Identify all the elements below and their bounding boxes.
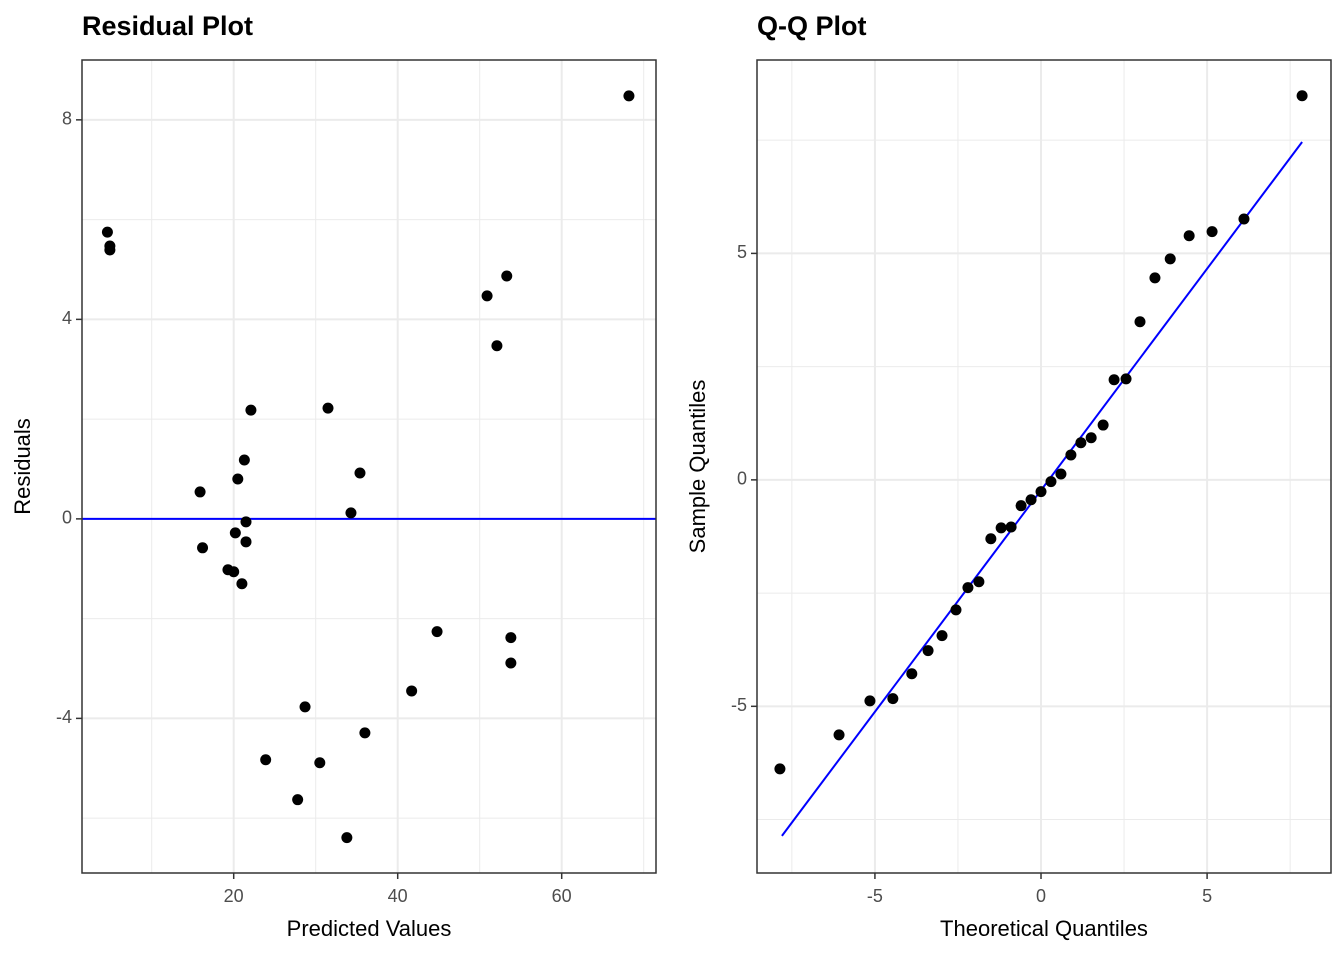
point — [1206, 226, 1218, 238]
x-tick-label: 60 — [552, 886, 572, 906]
point — [260, 754, 272, 766]
point — [623, 90, 635, 102]
point — [1238, 213, 1250, 225]
panel-background — [82, 60, 656, 873]
point — [505, 632, 517, 644]
point — [1055, 468, 1067, 480]
point — [1164, 253, 1176, 265]
panel-border — [81, 59, 657, 874]
point — [1097, 419, 1109, 431]
point — [238, 454, 250, 466]
point — [973, 576, 985, 588]
point — [1085, 432, 1097, 444]
point — [236, 578, 248, 590]
point — [322, 402, 334, 414]
y-tick-label: 0 — [62, 508, 72, 528]
point — [501, 270, 513, 282]
point — [1075, 437, 1087, 449]
point — [104, 244, 116, 256]
point — [906, 668, 918, 680]
panel-border — [756, 59, 1332, 874]
point — [194, 486, 206, 498]
point — [1120, 373, 1132, 385]
point — [1045, 476, 1057, 488]
point — [229, 527, 241, 539]
point — [359, 727, 371, 739]
point — [481, 290, 493, 302]
point — [1005, 521, 1017, 533]
point — [962, 582, 974, 594]
point — [406, 685, 418, 697]
point — [833, 729, 845, 741]
point — [1149, 272, 1161, 284]
point — [922, 645, 934, 657]
y-tick-label: 8 — [62, 109, 72, 129]
point — [864, 695, 876, 707]
x-tick-label: 0 — [1036, 886, 1046, 906]
x-axis-label: Predicted Values — [287, 916, 452, 941]
point — [354, 467, 366, 479]
point — [1108, 374, 1120, 386]
point — [936, 630, 948, 642]
point — [1134, 316, 1146, 328]
y-tick-label: -5 — [731, 695, 747, 715]
point — [240, 516, 252, 528]
chart-title: Residual Plot — [82, 11, 253, 41]
point — [228, 566, 240, 578]
x-tick-label: 20 — [224, 886, 244, 906]
point — [950, 604, 962, 616]
x-tick-label: 40 — [388, 886, 408, 906]
y-tick-label: -4 — [56, 707, 72, 727]
x-tick-label: 5 — [1202, 886, 1212, 906]
point — [245, 404, 257, 416]
point — [197, 542, 209, 554]
point — [232, 473, 244, 485]
y-tick-label: 0 — [737, 469, 747, 489]
point — [101, 226, 113, 238]
point — [240, 536, 252, 548]
point — [292, 794, 304, 806]
y-tick-label: 5 — [737, 242, 747, 262]
chart-title: Q-Q Plot — [757, 11, 867, 41]
point — [1065, 449, 1077, 461]
point — [345, 507, 357, 519]
x-tick-label: -5 — [867, 886, 883, 906]
point — [314, 757, 326, 769]
panel-background — [757, 60, 1331, 873]
point — [1035, 486, 1047, 498]
y-tick-label: 4 — [62, 308, 72, 328]
point — [505, 657, 517, 669]
point — [1025, 494, 1037, 506]
point — [299, 701, 311, 713]
point — [1296, 90, 1308, 102]
point — [341, 832, 353, 844]
point — [774, 763, 786, 775]
y-axis-label: Sample Quantiles — [685, 380, 710, 554]
point — [887, 693, 899, 705]
point — [1015, 500, 1027, 512]
point — [985, 533, 997, 545]
x-axis-label: Theoretical Quantiles — [940, 916, 1148, 941]
y-axis-label: Residuals — [10, 418, 35, 515]
point — [491, 340, 503, 352]
point — [431, 626, 443, 638]
point — [995, 522, 1007, 534]
point — [1183, 230, 1195, 242]
